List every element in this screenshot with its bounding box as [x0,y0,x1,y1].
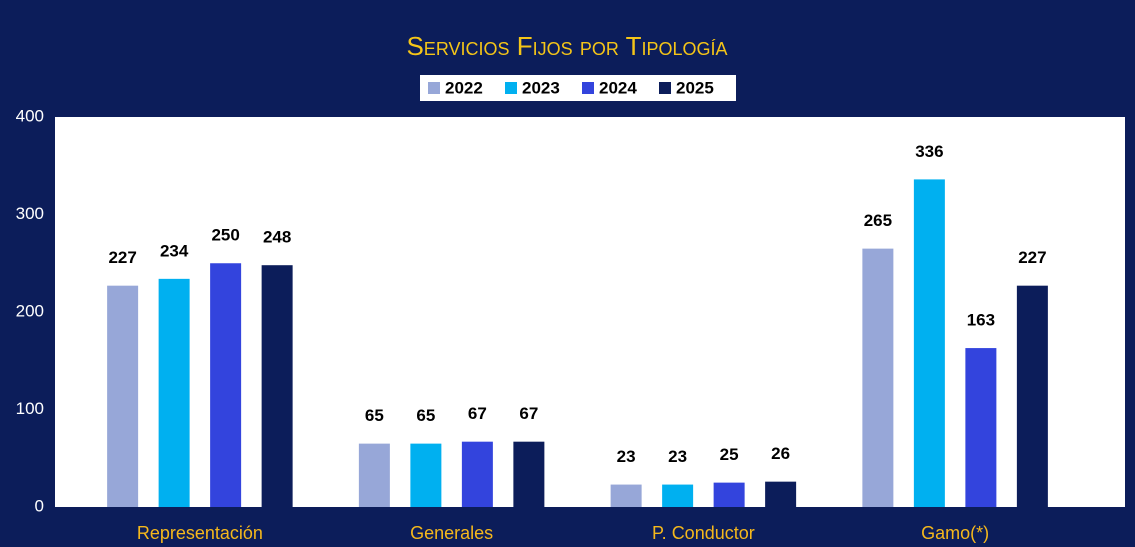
legend-label: 2024 [599,78,637,97]
bar [358,443,390,507]
bar [107,285,139,507]
data-label: 250 [211,226,239,245]
x-tick-label: Representación [137,523,263,543]
data-label: 163 [967,311,995,330]
bar [662,484,694,507]
bar [765,481,797,507]
data-label: 67 [468,404,487,423]
data-label: 26 [771,444,790,463]
data-label: 65 [416,406,435,425]
bar [862,248,894,507]
data-label: 23 [617,447,636,466]
bar [965,348,997,507]
x-tick-label: Gamo(*) [921,523,989,543]
y-tick-label: 300 [16,204,44,223]
data-label: 25 [720,445,739,464]
bar [513,441,545,507]
legend-box [420,75,736,101]
legend-label: 2022 [445,78,483,97]
data-label: 65 [365,406,384,425]
x-tick-label: Generales [410,523,493,543]
data-label: 227 [108,248,136,267]
data-label: 227 [1018,248,1046,267]
bar [610,484,642,507]
data-label: 67 [519,404,538,423]
data-label: 23 [668,447,687,466]
legend-swatch [505,82,517,94]
bar [261,265,293,507]
y-tick-label: 100 [16,399,44,418]
data-label: 248 [263,228,291,247]
legend-swatch [582,82,594,94]
y-tick-label: 200 [16,301,44,320]
bar [210,263,242,507]
data-label: 265 [864,211,892,230]
data-label: 336 [915,142,943,161]
bar [1016,285,1048,507]
bar [410,443,442,507]
chart-title: Servicios Fijos por Tipología [406,31,727,61]
x-tick-label: P. Conductor [652,523,755,543]
legend-label: 2025 [676,78,714,97]
bar [713,482,745,507]
y-tick-label: 400 [16,106,44,125]
bar [158,278,190,507]
y-tick-label: 0 [35,496,44,515]
legend-swatch [659,82,671,94]
legend-swatch [428,82,440,94]
bar [461,441,493,507]
data-label: 234 [160,241,189,260]
bar [913,179,945,507]
legend-label: 2023 [522,78,560,97]
